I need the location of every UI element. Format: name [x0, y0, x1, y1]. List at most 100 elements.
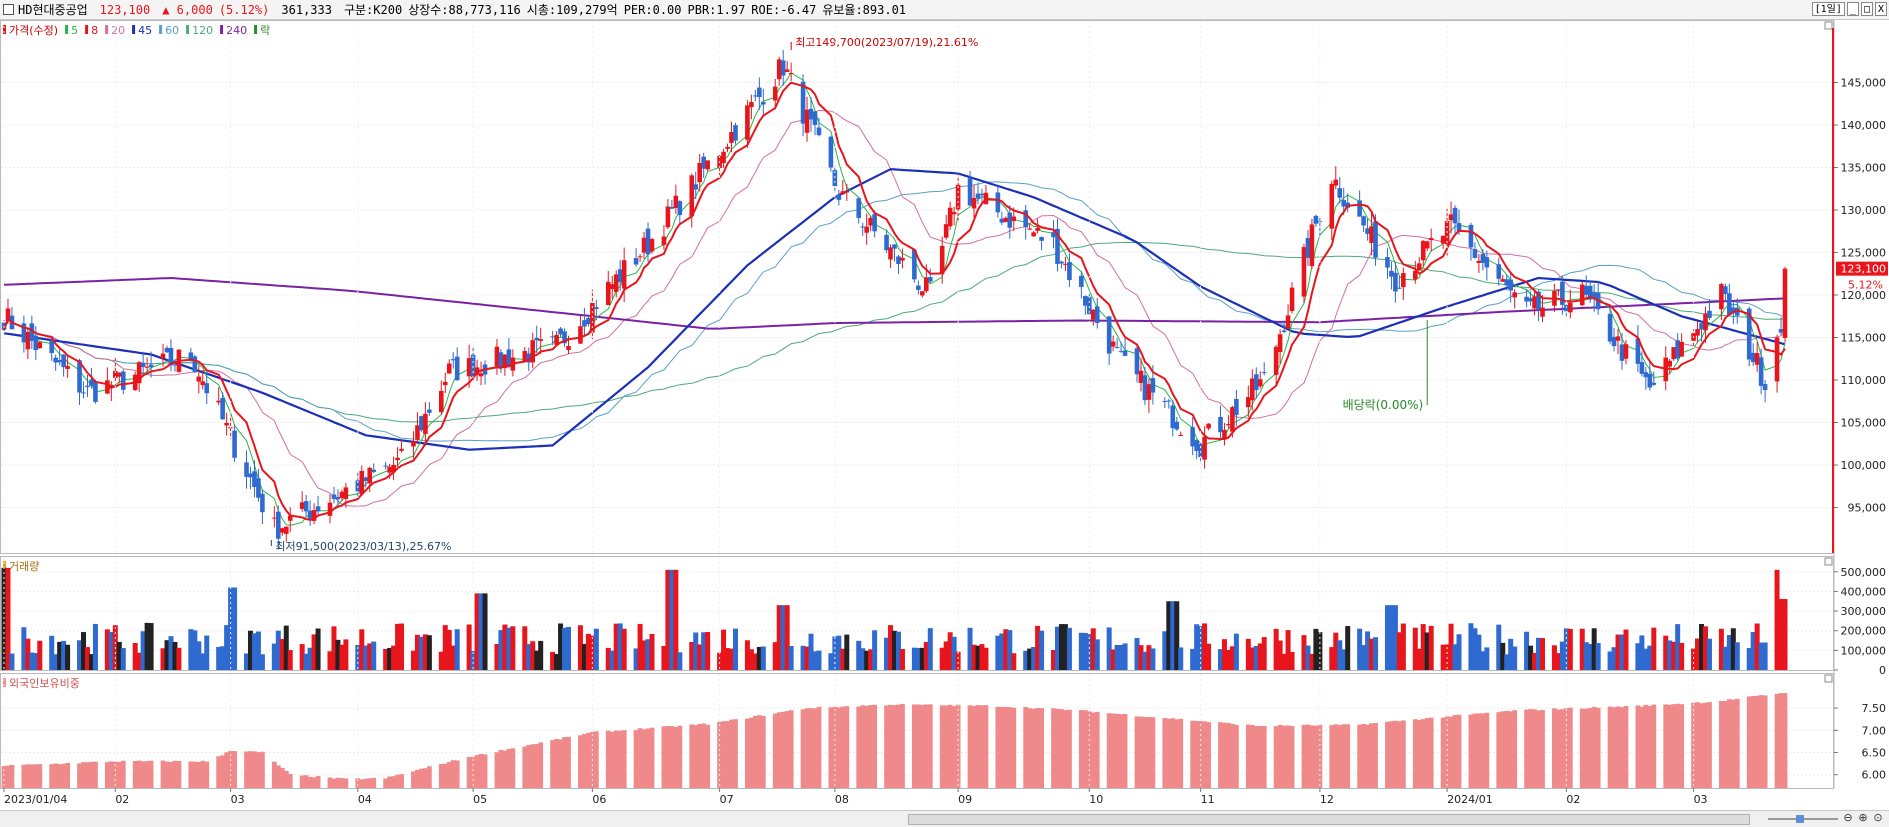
foreign-holding-bar — [478, 753, 484, 788]
candle-body — [116, 372, 122, 377]
ma60-line — [3, 181, 1786, 442]
candle-body — [1707, 310, 1712, 318]
candle-body — [1206, 423, 1211, 429]
foreign-holding-bar — [1484, 712, 1490, 788]
volume-bar — [1774, 569, 1780, 670]
candle-body — [85, 385, 90, 388]
volume-bar — [224, 625, 230, 670]
candle-body — [1007, 212, 1013, 228]
candle-body — [1166, 400, 1172, 402]
candle-body — [776, 59, 782, 80]
volume-bar — [1257, 643, 1263, 670]
horizontal-scrollbar[interactable]: ⊖ ⊕ ⊙ — [0, 810, 1889, 827]
foreign-holding-bar — [1178, 718, 1184, 788]
volume-bar — [732, 628, 738, 670]
candle-body — [1170, 405, 1176, 429]
candle-body — [216, 400, 221, 403]
candle-body — [315, 506, 321, 512]
volume-bar — [1563, 628, 1569, 670]
candle-body — [900, 257, 905, 261]
candle-body — [1671, 347, 1676, 360]
volume-bar — [983, 647, 989, 670]
volume-bar — [701, 632, 707, 670]
volume-bar — [1329, 647, 1335, 670]
foreign-holding-bar — [1023, 706, 1029, 788]
foreign-holding-bar — [1067, 709, 1072, 788]
volume-bar — [884, 637, 890, 670]
volume-bar — [1679, 642, 1685, 670]
foreign-holding-bar — [1400, 720, 1406, 788]
candle-body — [534, 337, 540, 341]
volume-bar — [410, 650, 416, 670]
foreign-holding-bar — [1746, 696, 1752, 788]
candle-body — [1194, 440, 1199, 452]
volume-bar — [160, 648, 166, 670]
candle-body — [943, 224, 949, 238]
volume-bar — [538, 640, 544, 670]
volume-bar — [621, 628, 627, 670]
candle-body — [864, 226, 869, 233]
zoom-knob[interactable] — [1796, 815, 1804, 823]
x-tick-label: 08 — [835, 793, 849, 806]
foreign-holding-bar — [701, 723, 707, 788]
volume-bar — [196, 641, 202, 670]
volume-bar — [697, 644, 703, 670]
volume-bar — [1472, 628, 1478, 670]
foreign-holding-bar — [1206, 722, 1211, 788]
volume-bar — [367, 643, 373, 670]
last-change-label: 5.12% — [1848, 279, 1883, 292]
candle-body — [498, 352, 504, 367]
candle-body — [697, 163, 703, 183]
zoom-in-icon[interactable]: ⊕ — [1858, 811, 1868, 824]
foreign-holding-bar — [506, 748, 512, 788]
candle-body — [303, 501, 309, 512]
zoom-out-icon[interactable]: ⊖ — [1843, 811, 1853, 824]
close-button[interactable]: X — [1874, 2, 1887, 16]
period-button[interactable]: [1일] — [1811, 2, 1845, 16]
volume-bar — [287, 650, 293, 670]
minimize-button[interactable]: _ — [1846, 2, 1859, 16]
zoom-slider[interactable] — [1768, 815, 1838, 823]
candle-body — [1583, 285, 1589, 295]
candle-body — [677, 201, 683, 216]
stock-name[interactable]: HD현대중공업 — [18, 3, 88, 17]
zoom-reset-icon[interactable]: ⊙ — [1873, 811, 1883, 824]
foreign-holding-bar — [1011, 707, 1017, 788]
candle-body — [65, 365, 70, 369]
candle-body — [1122, 350, 1128, 356]
volume-bar — [1524, 631, 1530, 670]
volume-bar — [387, 648, 393, 670]
volume-bar — [1054, 626, 1060, 670]
legend-label: 5 — [71, 24, 78, 37]
candle-body — [1480, 254, 1486, 263]
foreign-holding-bar — [1134, 716, 1140, 788]
foreign-holding-bar — [1524, 709, 1529, 788]
foreign-holding-bar — [1, 766, 7, 788]
chart-canvas[interactable]: 95,000 100,000 105,000 110,000 115,000 120,00… — [0, 20, 1889, 810]
volume-bar — [1062, 624, 1068, 670]
candle-body — [661, 236, 667, 245]
volume-bar — [1699, 624, 1705, 670]
maximize-button[interactable]: □ — [1860, 2, 1873, 16]
foreign-holding-bar — [474, 755, 480, 788]
foreign-holding-bar — [1142, 717, 1148, 788]
volume-bar — [943, 641, 949, 670]
x-tick-label: 2023/01/04 — [4, 793, 67, 806]
scroll-thumb[interactable] — [908, 814, 1750, 825]
candle-body — [1385, 257, 1390, 268]
foreign-holding-bar — [1679, 704, 1685, 788]
volume-bar — [955, 651, 961, 670]
foreign-holding-bar — [780, 711, 786, 788]
foreign-holding-bar — [927, 704, 933, 788]
foreign-holding-bar — [919, 705, 925, 788]
select-checkbox[interactable] — [3, 4, 14, 15]
candle-body — [1027, 228, 1032, 230]
candle-body — [784, 69, 790, 72]
candle-body — [896, 256, 901, 265]
candle-body — [1424, 241, 1430, 249]
volume-bar — [1512, 646, 1518, 670]
candle-body — [939, 245, 945, 274]
legend-swatch — [65, 25, 69, 34]
volume-bar — [57, 641, 63, 670]
volume-bar — [220, 646, 226, 670]
